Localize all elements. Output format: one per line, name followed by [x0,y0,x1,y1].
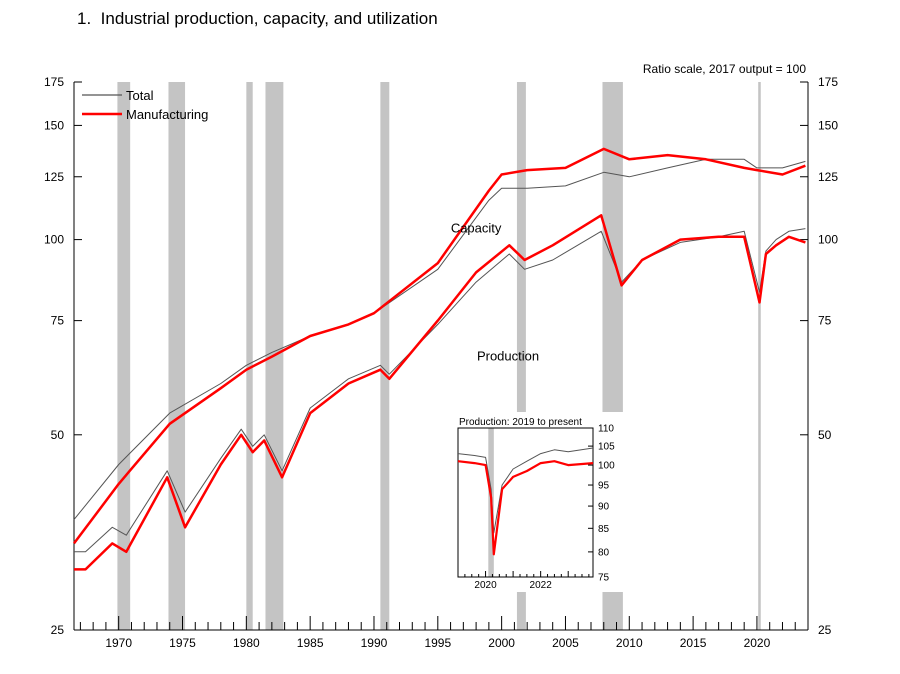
legend-label-total: Total [126,88,154,103]
x-tick-label: 1970 [105,636,132,650]
annotation-capacity: Capacity [451,221,502,236]
x-tick-label: 2005 [552,636,579,650]
main-axes: 25 25 50 50 75 75 100 100 125 125 150 150 175 175 1970… [44,75,838,650]
y-tick-label-left: 125 [44,170,64,184]
y-tick-label-right: 175 [818,75,838,89]
inset-series-manufacturing-production [457,460,594,556]
inset-y-tick-label: 90 [598,502,610,513]
recession-band-4 [380,82,390,630]
y-tick-label-right: 150 [818,118,838,132]
inset-y-tick-label: 105 [598,442,615,453]
annotation-production: Production [477,349,539,364]
y-tick-label-right: 50 [818,428,832,442]
series-total-capacity [73,158,806,520]
inset-y-tick-label: 100 [598,461,615,472]
main-series-group [73,147,806,571]
inset-x-tick-label: 2022 [530,580,553,591]
scale-note: Ratio scale, 2017 output = 100 [643,62,806,76]
recession-shading-group [117,82,761,630]
y-tick-label-right: 100 [818,233,838,247]
recession-band-5 [516,82,526,630]
figure-number: 1. [77,9,92,28]
legend-label-manufacturing: Manufacturing [126,107,208,122]
y-tick-label-left: 25 [51,623,65,637]
series-manufacturing-capacity [73,147,806,545]
y-tick-label-left: 100 [44,233,64,247]
x-tick-label: 2015 [680,636,707,650]
y-tick-label-right: 125 [818,170,838,184]
y-tick-label-left: 150 [44,118,64,132]
inset-background [446,412,632,592]
recession-band-2 [246,82,253,630]
y-tick-label-left: 175 [44,75,64,89]
inset-title: Production: 2019 to present [459,417,582,428]
x-tick-label: 2000 [488,636,515,650]
inset-y-tick-label: 80 [598,547,610,558]
inset-x-tick-label: 2020 [474,580,497,591]
x-tick-label: 1990 [361,636,388,650]
recession-band-7 [758,82,761,630]
x-tick-label: 1995 [424,636,451,650]
y-tick-label-left: 75 [51,314,65,328]
main-labels: Ratio scale, 2017 output = 100 Capacity Pr… [82,62,806,364]
inset-y-tick-label: 95 [598,481,610,492]
x-tick-label: 2020 [744,636,771,650]
recession-band-1 [168,82,186,630]
y-tick-label-left: 50 [51,428,65,442]
y-tick-label-right: 25 [818,623,832,637]
series-manufacturing-production [74,214,806,571]
x-tick-label: 1980 [233,636,260,650]
inset-frame [457,427,594,578]
figure-title-text: Industrial production, capacity, and uti… [100,9,438,28]
figure-title: 1. Industrial production, capacity, and … [77,9,438,29]
recession-band-0 [117,82,131,630]
x-tick-label: 2010 [616,636,643,650]
inset-chart: Production: 2019 to present 75 80 85 90 95 100… [446,412,632,592]
inset-series-total-production [457,447,594,534]
x-tick-label: 1975 [169,636,196,650]
series-total-production [74,228,806,553]
x-tick-label: 1985 [297,636,324,650]
y-tick-label-right: 75 [818,314,832,328]
inset-y-tick-label: 85 [598,524,610,535]
inset-y-tick-label: 110 [598,424,614,435]
inset-y-tick-label: 75 [598,573,610,584]
